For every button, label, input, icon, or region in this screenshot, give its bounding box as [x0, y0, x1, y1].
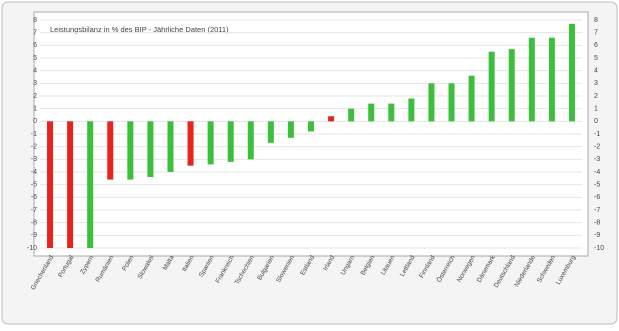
y-tick-label: 0: [33, 118, 37, 125]
bar: [388, 103, 395, 122]
y2-tick-label: -4: [594, 169, 600, 176]
y2-tick-label: -3: [594, 156, 600, 163]
y-tick-label: 6: [33, 42, 37, 49]
y2-tick-label: 4: [594, 68, 598, 75]
y-tick-label: -6: [31, 194, 37, 201]
bar: [287, 121, 294, 138]
bar: [127, 121, 134, 180]
bar: [167, 121, 174, 172]
bar: [267, 121, 274, 143]
bar: [227, 121, 234, 162]
bar: [87, 121, 94, 248]
bar: [548, 37, 555, 122]
y-tick-label: -1: [31, 131, 37, 138]
y2-tick-label: -5: [594, 182, 600, 189]
y-tick-label: -3: [31, 156, 37, 163]
bar: [468, 75, 475, 122]
bar: [448, 83, 455, 122]
y2-tick-label: 3: [594, 80, 598, 87]
y2-tick-label: -7: [594, 207, 600, 214]
bar: [67, 121, 74, 248]
bar: [508, 49, 515, 122]
bar: [568, 23, 575, 122]
bar: [428, 83, 435, 122]
y-tick-label: -8: [31, 220, 37, 227]
y2-tick-label: 5: [594, 55, 598, 62]
bar: [147, 121, 154, 178]
y2-tick-label: -10: [594, 245, 604, 252]
bar: [47, 121, 54, 248]
bar: [308, 121, 314, 132]
y-tick-label: 2: [33, 93, 37, 100]
bar: [207, 121, 214, 165]
y-tick-label: 3: [33, 80, 37, 87]
bar: [247, 121, 254, 160]
bar: [488, 51, 495, 122]
bar: [528, 37, 535, 122]
y-tick-label: -7: [31, 207, 37, 214]
y2-tick-label: -9: [594, 232, 600, 239]
y2-tick-label: 0: [594, 118, 598, 125]
y-tick-label: 4: [33, 68, 37, 75]
y-tick-label: -4: [31, 169, 37, 176]
y2-tick-label: 1: [594, 106, 598, 113]
y2-tick-label: -8: [594, 220, 600, 227]
y-tick-label: -2: [31, 144, 37, 151]
y-tick-label: -5: [31, 182, 37, 189]
y2-tick-label: -2: [594, 144, 600, 151]
y-tick-label: 5: [33, 55, 37, 62]
y2-tick-label: 2: [594, 93, 598, 100]
bar: [187, 121, 194, 166]
y-tick-label: 8: [33, 17, 37, 24]
bar: [348, 108, 355, 122]
bar: [408, 98, 415, 122]
y-tick-label: -10: [27, 245, 37, 252]
chart-title: Leistungsbilanz in % des BIP - Jährliche…: [50, 25, 229, 34]
y2-tick-label: 7: [594, 30, 598, 37]
y2-tick-label: -1: [594, 131, 600, 138]
y2-tick-label: 6: [594, 42, 598, 49]
bar: [107, 121, 114, 180]
y-tick-label: 1: [33, 106, 37, 113]
y-tick-label: 7: [33, 30, 37, 37]
bar: [328, 116, 335, 122]
y2-tick-label: -6: [594, 194, 600, 201]
y2-tick-label: 8: [594, 17, 598, 24]
bar: [368, 103, 375, 122]
y-tick-label: -9: [31, 232, 37, 239]
